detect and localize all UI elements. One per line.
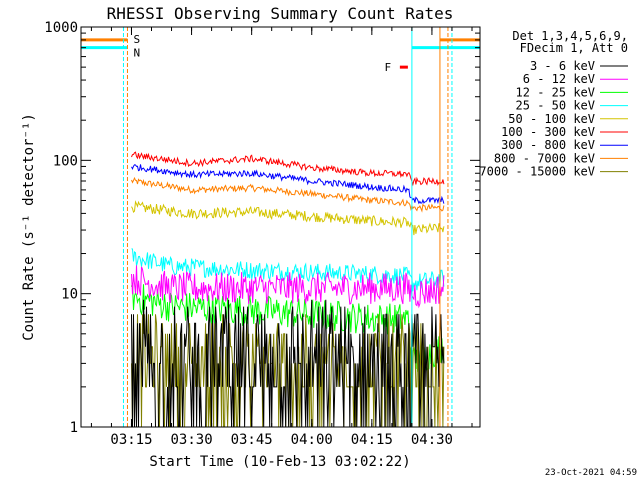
legend-label-3: 25 - 50 keV bbox=[516, 99, 595, 113]
series-line-12-25kev bbox=[131, 282, 445, 379]
plot-area: SN F bbox=[80, 27, 480, 428]
flag-label-n: N bbox=[133, 47, 140, 60]
generation-timestamp: 23-Oct-2021 04:59 bbox=[545, 468, 637, 478]
legend: Det 1,3,4,5,6,9, FDecim 1, Att 0 3 - 6 k… bbox=[479, 29, 628, 179]
x-tick-label-5: 04:30 bbox=[411, 432, 453, 448]
x-axis-label: Start Time (10-Feb-13 03:02:22) bbox=[149, 454, 410, 470]
legend-label-7: 800 - 7000 keV bbox=[494, 151, 595, 165]
series-line-800-7000kev bbox=[131, 176, 445, 213]
legend-header-line-2: FDecim 1, Att 0 bbox=[520, 41, 628, 55]
chart-title: RHESSI Observing Summary Count Rates bbox=[107, 4, 454, 23]
series-line-25-50kev bbox=[131, 248, 445, 292]
legend-label-0: 3 - 6 keV bbox=[530, 59, 595, 73]
legend-header-line-1: Det 1,3,4,5,6,9, bbox=[512, 29, 628, 43]
series-line-300-800kev bbox=[131, 164, 445, 205]
flag-label-s: S bbox=[133, 33, 140, 46]
plot-frame bbox=[80, 26, 481, 428]
y-tick-label-0: 1 bbox=[70, 420, 78, 436]
y-tick-label-2: 100 bbox=[53, 153, 78, 169]
legend-label-2: 12 - 25 keV bbox=[516, 85, 595, 99]
flag-label-f: F bbox=[385, 61, 392, 74]
legend-label-1: 6 - 12 keV bbox=[523, 72, 595, 86]
y-axis: 1 10 100 1000 bbox=[44, 20, 480, 436]
x-tick-label-1: 03:30 bbox=[170, 432, 212, 448]
legend-label-6: 300 - 800 keV bbox=[501, 138, 595, 152]
y-axis-label: Count Rate (s⁻¹ detector⁻¹) bbox=[21, 113, 37, 341]
series-line-100-300kev bbox=[131, 151, 445, 187]
series-line-6-12kev bbox=[131, 265, 445, 309]
legend-label-5: 100 - 300 keV bbox=[501, 125, 595, 139]
x-tick-label-2: 03:45 bbox=[231, 432, 273, 448]
x-tick-label-0: 03:15 bbox=[110, 432, 152, 448]
x-tick-label-4: 04:15 bbox=[351, 432, 393, 448]
y-tick-label-1: 10 bbox=[61, 287, 78, 303]
x-tick-label-3: 04:00 bbox=[291, 432, 333, 448]
legend-label-8: 7000 - 15000 keV bbox=[479, 165, 595, 179]
series-line-3-6kev bbox=[131, 299, 445, 428]
legend-label-4: 50 - 100 keV bbox=[508, 112, 595, 126]
y-tick-label-3: 1000 bbox=[44, 20, 78, 36]
series-line-50-100kev bbox=[131, 200, 445, 236]
x-axis: 03:15 03:30 03:45 04:00 04:15 04:30 bbox=[90, 27, 473, 448]
